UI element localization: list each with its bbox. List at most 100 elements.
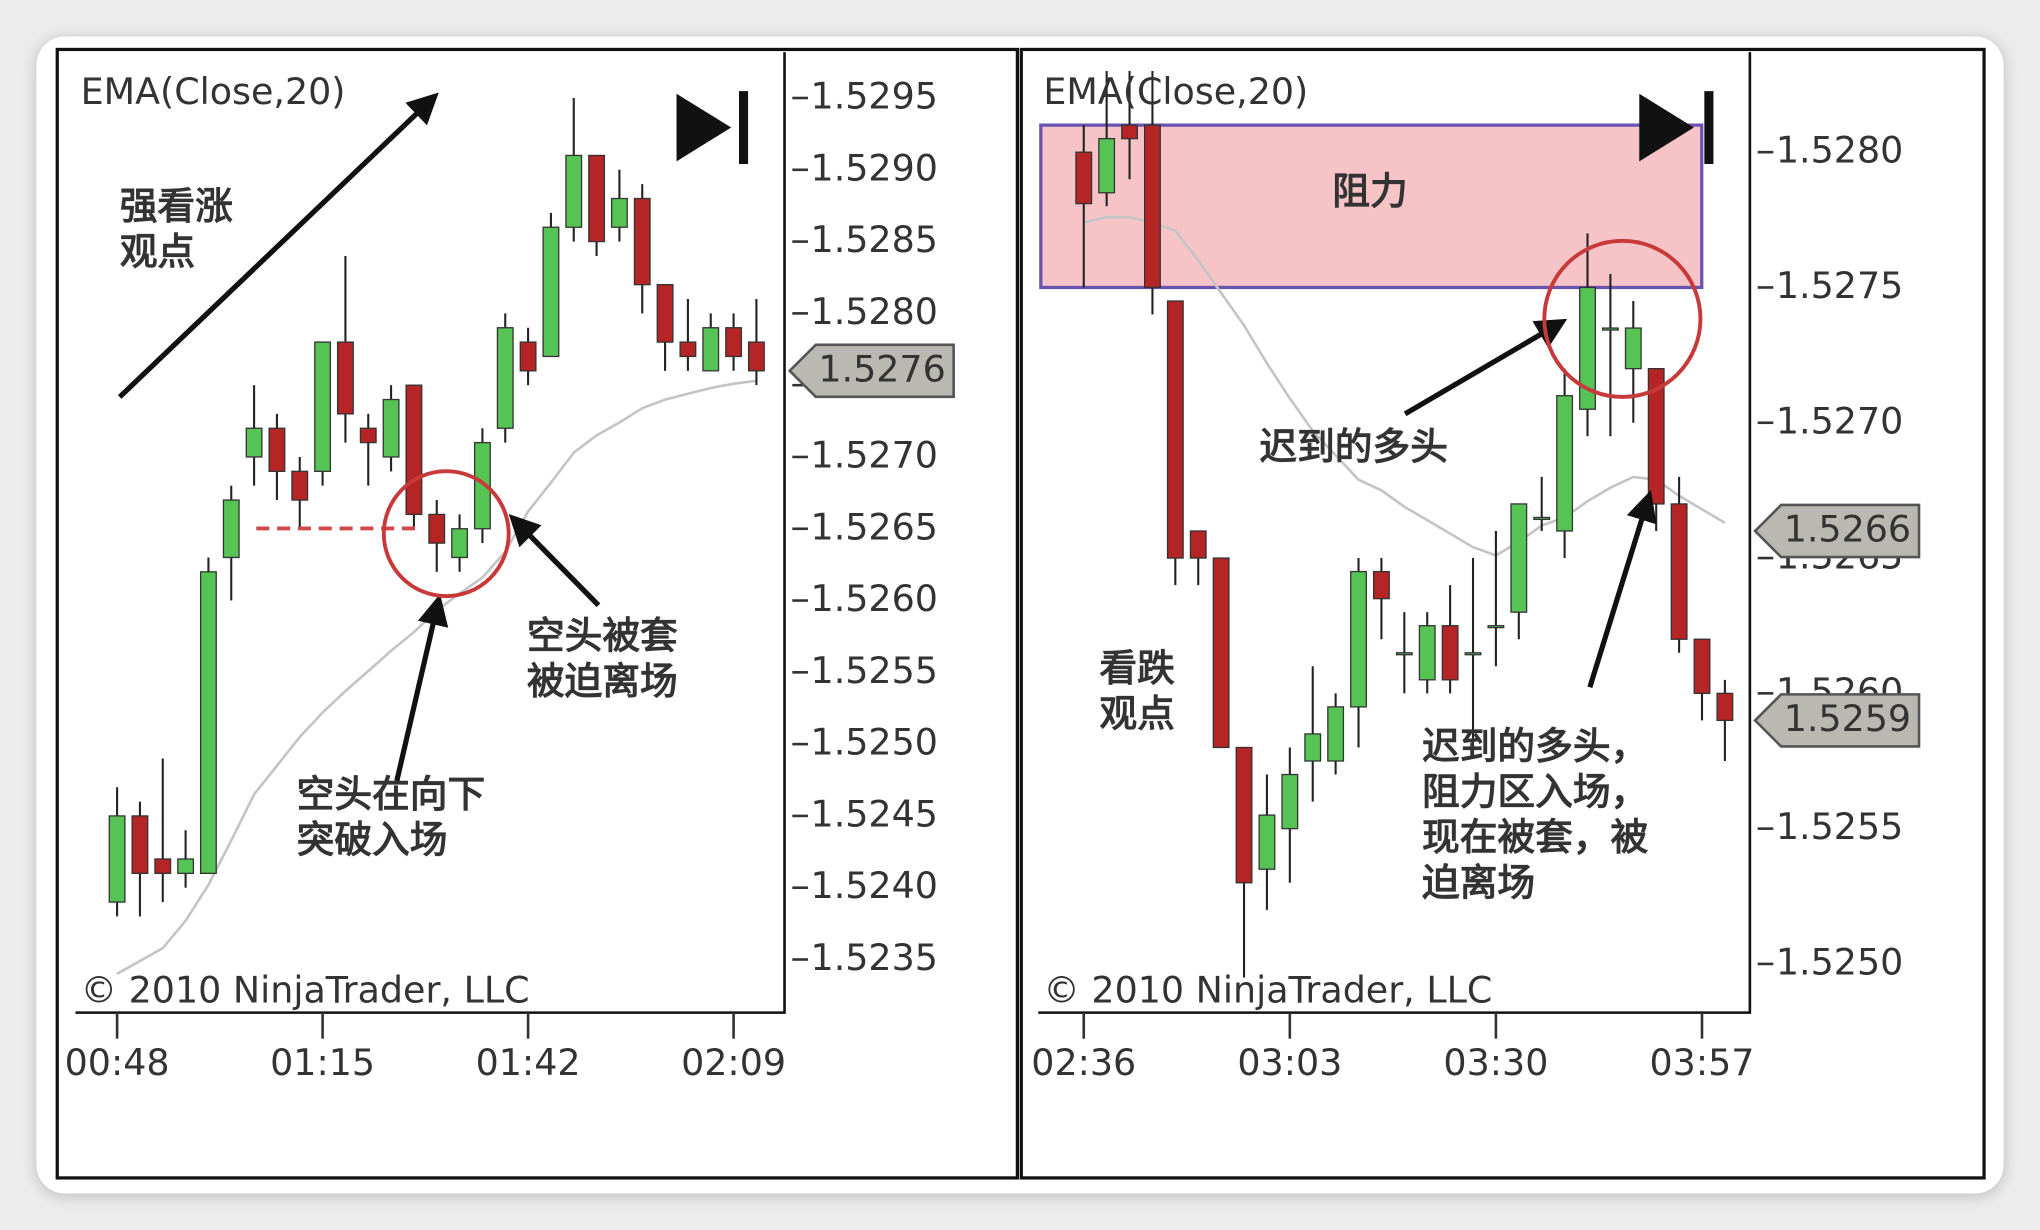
price-marker — [787, 343, 955, 399]
x-tick-label: 01:42 — [476, 1041, 581, 1084]
y-tick-label: 1.5275 — [1776, 264, 1903, 307]
candle-body — [1281, 773, 1299, 830]
annotation: 突破入场 — [297, 818, 448, 862]
candle-body — [382, 398, 400, 458]
ema-line — [1083, 215, 1726, 557]
annotation: 迟到的多头 — [1259, 425, 1448, 469]
candle-body — [496, 327, 514, 429]
candle-body — [451, 528, 469, 559]
candle-body — [1716, 692, 1734, 722]
y-tick-label: 1.5255 — [1776, 805, 1903, 848]
y-tick-label: 1.5280 — [1776, 129, 1903, 172]
candle-body — [725, 327, 743, 358]
y-tick-label: 1.5270 — [811, 433, 938, 476]
candle-body — [1372, 570, 1390, 600]
icon — [676, 93, 732, 162]
price-marker — [1753, 503, 1921, 559]
candle-body — [131, 815, 149, 875]
x-tick-label: 02:09 — [681, 1041, 786, 1084]
arrow — [1587, 489, 1657, 689]
zone-label: 阻力 — [1332, 169, 1407, 213]
candle-body — [177, 858, 195, 875]
annotation: 空头被套 — [527, 613, 678, 657]
candle-body — [519, 341, 537, 372]
annotation: 阻力区入场， — [1422, 769, 1648, 813]
y-tick-label: 1.5240 — [811, 864, 938, 907]
candle-body — [268, 427, 286, 472]
candle-body — [1601, 327, 1619, 331]
indicator-label: EMA(Close,20) — [1043, 70, 1308, 113]
candle-body — [1075, 151, 1093, 205]
x-tick-label: 01:15 — [270, 1041, 375, 1084]
y-tick-label: 1.5250 — [811, 721, 938, 764]
candle-body — [1670, 503, 1688, 640]
price-marker — [1753, 693, 1921, 748]
watermark: © 2010 NinjaTrader, LLC — [1043, 968, 1492, 1011]
candle-body — [108, 815, 126, 903]
y-tick-label: 1.5260 — [811, 577, 938, 620]
plot-frame — [75, 52, 786, 1014]
y-tick-label: 1.5285 — [811, 218, 938, 261]
y-tick-label: 1.5245 — [811, 792, 938, 835]
charts: 1.5295 1.5290 1.5285 1.5280 1.5275 1.5270 1.52… — [65, 52, 1921, 1084]
candle-body — [314, 341, 332, 472]
candle-body — [588, 154, 606, 243]
x-tick-label: 00:48 — [65, 1041, 170, 1084]
candle-body — [565, 154, 583, 228]
price-marker-label: 1.5266 — [1784, 507, 1911, 550]
candle-body — [473, 441, 491, 530]
candle-body — [1418, 625, 1436, 681]
chart-1: 阻力1.52801.52751.52701.52651.52601.52551.… — [1031, 52, 1921, 1084]
decorations — [117, 91, 1714, 782]
arrow — [1403, 318, 1568, 417]
indicator-label: EMA(Close,20) — [81, 70, 346, 113]
annotation: 迟到的多头， — [1422, 724, 1648, 768]
candle-body — [1441, 625, 1459, 681]
candle-body — [1395, 652, 1413, 656]
candle-body — [1189, 530, 1207, 559]
y-tick-label: 1.5280 — [811, 290, 938, 333]
y-tick-label: 1.5250 — [1776, 940, 1903, 983]
price-marker-label: 1.5276 — [818, 347, 945, 390]
y-tick-label: 1.5235 — [811, 936, 938, 979]
y-tick-label: 1.5295 — [811, 75, 938, 118]
price-marker-label: 1.5259 — [1784, 697, 1911, 740]
x-tick-label: 03:03 — [1237, 1041, 1342, 1084]
candle-body — [1235, 746, 1253, 884]
y-tick-label: 1.5255 — [811, 649, 938, 692]
candle-body — [610, 197, 628, 228]
candle-body — [405, 384, 423, 516]
y-tick-label: 1.5290 — [811, 146, 938, 189]
icon — [1704, 91, 1714, 164]
x-tick-label: 02:36 — [1031, 1041, 1136, 1084]
annotation: 空头在向下 — [297, 772, 486, 816]
candle-body — [1098, 137, 1116, 194]
candle-body — [1304, 733, 1322, 762]
candle-body — [1212, 557, 1230, 749]
candle-body — [1533, 516, 1551, 521]
candle-body — [359, 427, 377, 444]
plot-frame — [1038, 52, 1752, 1014]
candle-body — [1464, 652, 1482, 656]
icon — [1639, 93, 1694, 162]
chart-0: 1.52951.52901.52851.52801.52751.52701.52… — [65, 52, 955, 1084]
circle — [381, 469, 511, 599]
candle-body — [1487, 625, 1505, 629]
candle-body — [154, 858, 172, 875]
candle-body — [336, 341, 354, 415]
candle-body — [1166, 300, 1184, 559]
candle-body — [199, 571, 217, 875]
left-panel — [55, 47, 1020, 1180]
candle-body — [1121, 124, 1139, 140]
candle-body — [428, 513, 446, 544]
annotation: 强看涨 — [120, 184, 233, 228]
candle-body — [747, 341, 765, 372]
annotation: 迫离场 — [1422, 861, 1535, 905]
candle-body — [542, 226, 560, 358]
candle-body — [1258, 814, 1276, 870]
annotation: 被迫离场 — [527, 659, 678, 703]
y-tick-label: 1.5265 — [811, 505, 938, 548]
arrow — [394, 593, 449, 782]
candle-body — [291, 470, 309, 501]
